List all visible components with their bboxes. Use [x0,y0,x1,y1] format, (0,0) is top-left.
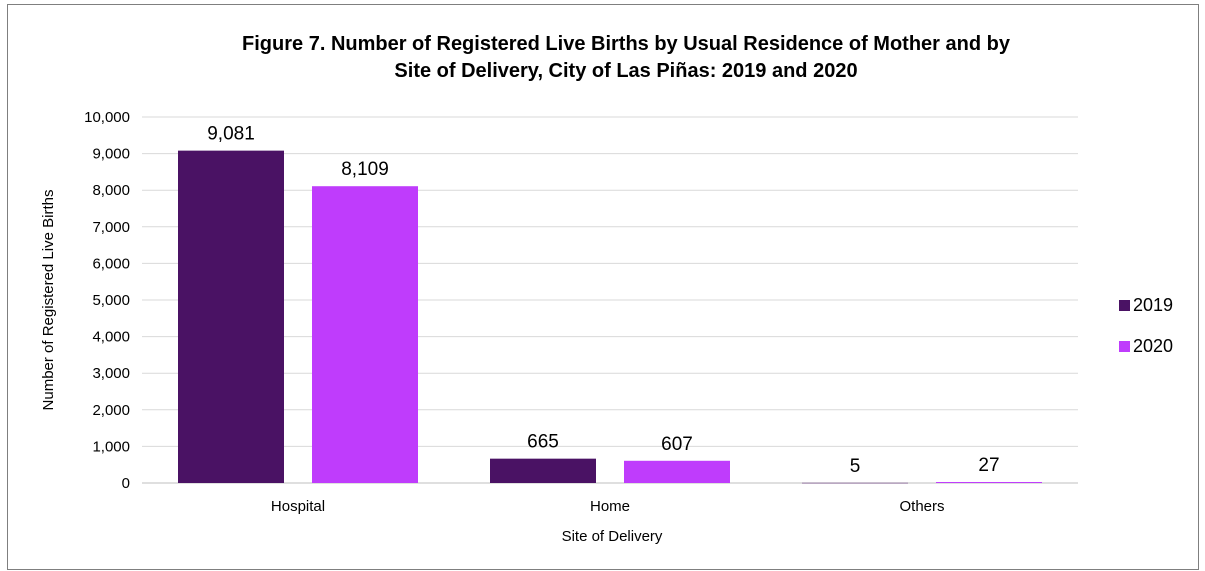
x-axis-ticks: Hospital Home Others [271,498,945,515]
y-tick-label: 4,000 [92,329,130,346]
data-label: 5 [850,456,861,477]
y-tick-label: 5,000 [92,292,130,309]
data-label: 665 [527,432,559,453]
y-axis-ticks: 0 1,000 2,000 3,000 4,000 5,000 6,000 7,000 8,00… [84,109,130,492]
bar-2019-others [802,482,908,484]
legend: 2019 2020 [1119,295,1173,356]
data-label: 607 [661,434,693,455]
y-axis-title: Number of Registered Live Births [40,190,57,411]
y-tick-label: 10,000 [84,109,130,126]
legend-label: 2020 [1133,336,1173,356]
legend-label: 2019 [1133,295,1173,315]
y-tick-label: 8,000 [92,182,130,199]
bar-2020-others [936,482,1042,483]
x-axis-title: Site of Delivery [562,528,663,545]
y-tick-label: 0 [122,475,130,492]
y-tick-label: 6,000 [92,255,130,272]
y-tick-label: 9,000 [92,146,130,163]
x-tick-label: Home [590,498,630,515]
data-labels: 9,081 8,109 665 607 5 27 [207,124,999,477]
data-label: 27 [978,455,999,476]
chart-title-line2: Site of Delivery, City of Las Piñas: 201… [394,60,857,82]
x-tick-label: Others [899,498,944,515]
bar-2019-home [490,458,596,483]
bar-2020-hospital [312,186,418,483]
y-tick-label: 2,000 [92,402,130,419]
chart-title-line1: Figure 7. Number of Registered Live Birt… [242,33,1011,55]
bar-2020-home [624,460,730,483]
y-tick-label: 7,000 [92,219,130,236]
data-label: 9,081 [207,124,255,145]
legend-swatch [1119,341,1130,352]
y-tick-label: 3,000 [92,365,130,382]
x-tick-label: Hospital [271,498,325,515]
gridlines [142,116,1078,484]
y-tick-label: 1,000 [92,438,130,455]
bars [178,150,1042,484]
legend-swatch [1119,300,1130,311]
data-label: 8,109 [341,159,389,180]
bar-2019-hospital [178,150,284,483]
